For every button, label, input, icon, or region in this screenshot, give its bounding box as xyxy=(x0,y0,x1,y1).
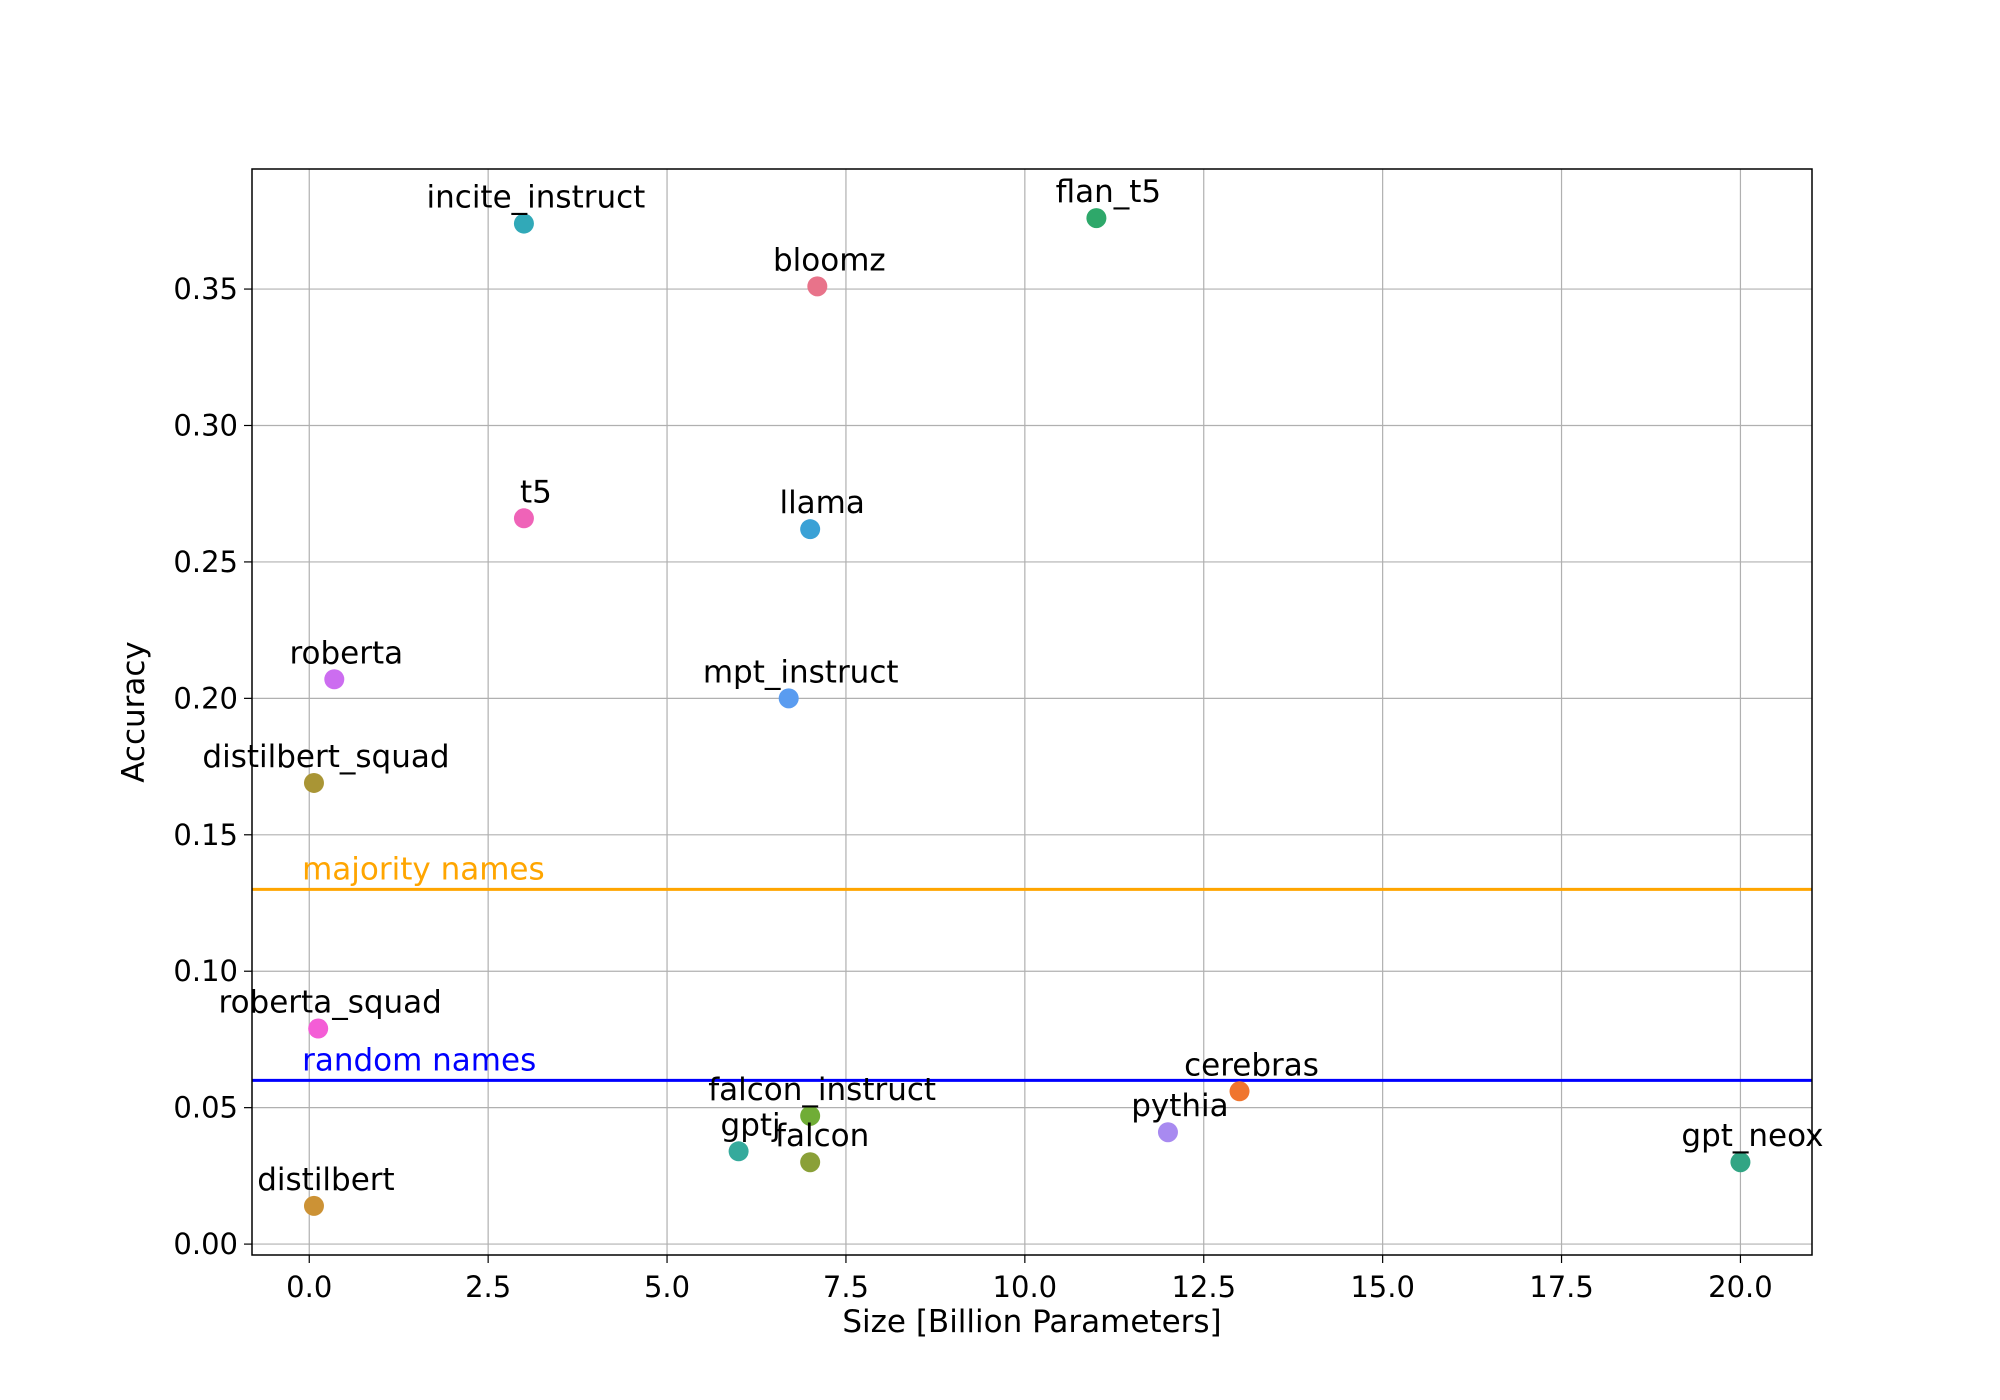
data-point xyxy=(1730,1152,1751,1173)
data-point xyxy=(324,669,345,690)
reference-lines: majority names random names xyxy=(252,851,1812,1082)
point-label: cerebras xyxy=(1184,1047,1319,1083)
y-tick-label: 0.25 xyxy=(173,545,238,579)
data-point xyxy=(800,519,821,540)
data-point xyxy=(1157,1122,1178,1143)
point-label: falcon xyxy=(775,1118,869,1154)
x-tick-label: 15.0 xyxy=(1350,1270,1415,1304)
x-tick-label: 10.0 xyxy=(993,1270,1058,1304)
data-point xyxy=(800,1152,821,1173)
x-tick-label: 2.5 xyxy=(465,1270,511,1304)
x-tick-label: 12.5 xyxy=(1171,1270,1236,1304)
point-label: pythia xyxy=(1131,1088,1228,1124)
data-point xyxy=(778,688,799,709)
y-tick-label: 0.05 xyxy=(173,1091,238,1125)
y-tick-label: 0.35 xyxy=(173,272,238,306)
point-label: t5 xyxy=(520,474,552,510)
y-tick-label: 0.15 xyxy=(173,818,238,852)
data-point xyxy=(303,1195,324,1216)
x-tick-label: 0.0 xyxy=(286,1270,332,1304)
axes: 0.0 2.5 5.0 7.5 10.0 12.5 15.0 17.5 20.0 0.00 0.05… xyxy=(173,168,1813,1304)
y-tick-label: 0.10 xyxy=(173,954,238,988)
data-point xyxy=(1086,208,1107,229)
data-point xyxy=(303,772,324,793)
data-point xyxy=(513,213,534,234)
y-tick-label: 0.20 xyxy=(173,681,238,715)
point-label: distilbert xyxy=(257,1162,394,1198)
point-label: roberta_squad xyxy=(219,985,442,1021)
data-point xyxy=(800,1105,821,1126)
x-axis-label: Size [Billion Parameters] xyxy=(842,1304,1221,1340)
point-label: llama xyxy=(779,485,864,521)
data-points xyxy=(303,208,1751,1216)
point-label: roberta xyxy=(289,635,403,671)
point-label: incite_instruct xyxy=(427,180,646,216)
grid xyxy=(252,169,1812,1255)
x-tick-label: 7.5 xyxy=(823,1270,869,1304)
x-tick-label: 20.0 xyxy=(1708,1270,1773,1304)
y-axis-label: Accuracy xyxy=(116,641,152,783)
point-label: distilbert_squad xyxy=(202,739,449,775)
x-tick-label: 17.5 xyxy=(1529,1270,1594,1304)
data-point xyxy=(728,1141,749,1162)
data-point xyxy=(807,276,828,297)
reference-line-label: random names xyxy=(302,1042,536,1078)
y-tick-label: 0.30 xyxy=(173,408,238,442)
reference-line-label: majority names xyxy=(302,851,545,887)
point-label: falcon_instruct xyxy=(708,1072,936,1108)
point-label: bloomz xyxy=(773,242,886,278)
data-point xyxy=(513,508,534,529)
x-tick-label: 5.0 xyxy=(644,1270,690,1304)
data-point xyxy=(308,1018,329,1039)
point-label: gptj xyxy=(721,1107,781,1143)
point-label: flan_t5 xyxy=(1056,174,1162,210)
point-label: gpt_neox xyxy=(1681,1118,1823,1154)
data-point xyxy=(1229,1081,1250,1102)
point-label: mpt_instruct xyxy=(703,654,899,690)
y-tick-label: 0.00 xyxy=(173,1227,238,1261)
plot-frame xyxy=(251,168,1813,1256)
